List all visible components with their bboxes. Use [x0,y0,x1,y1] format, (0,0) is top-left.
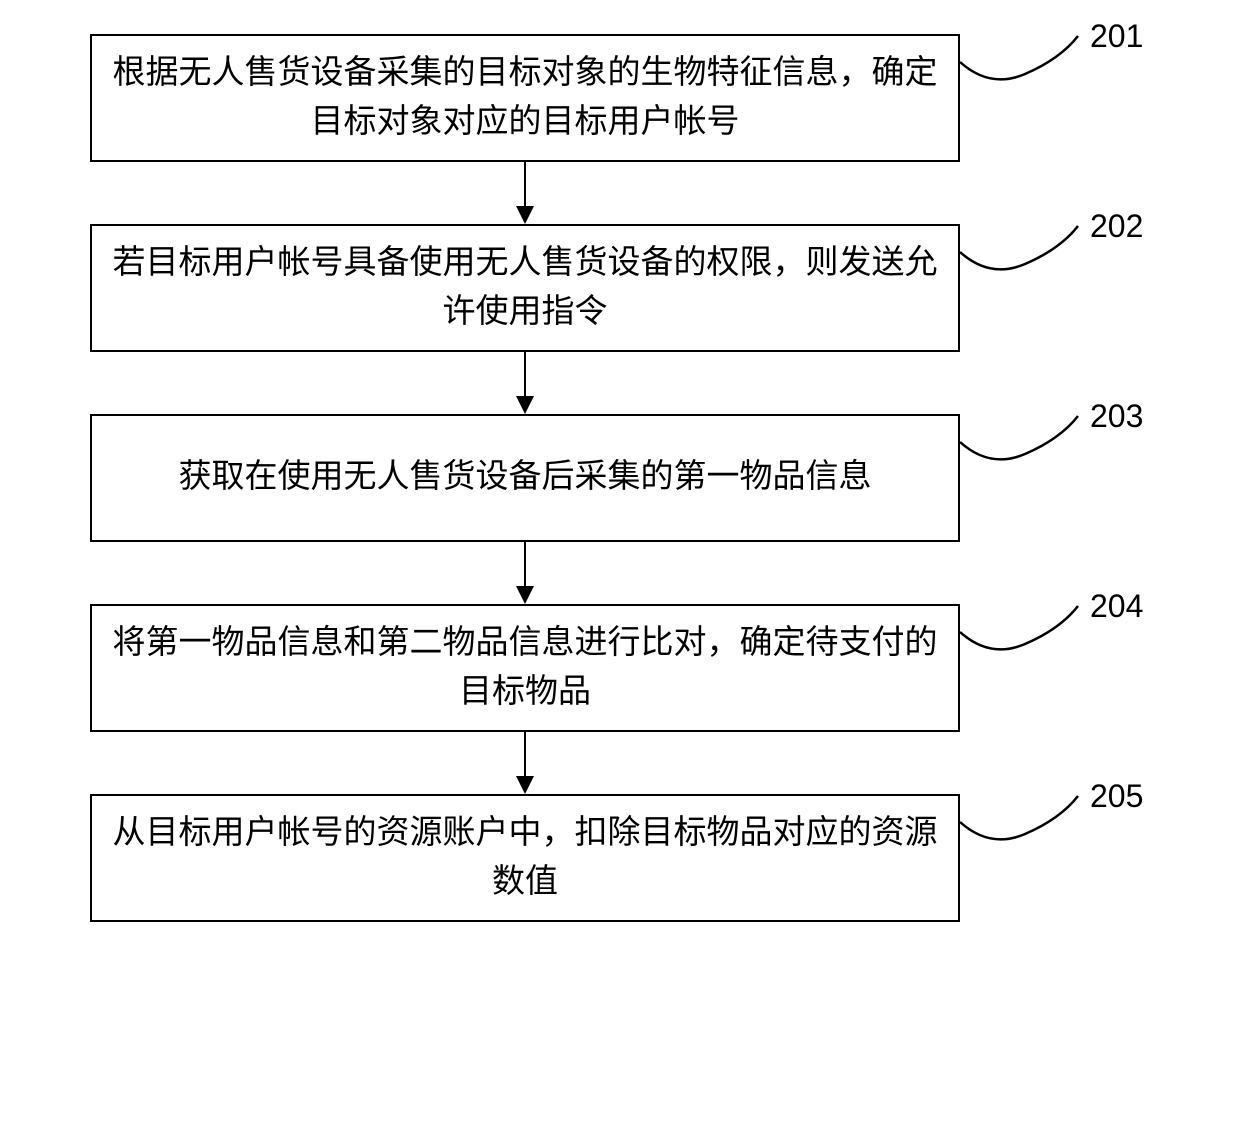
step-label-2: 202 [1090,208,1143,245]
arrow-1-2 [510,162,540,224]
flowchart-container: 根据无人售货设备采集的目标对象的生物特征信息，确定目标对象对应的目标用户帐号 2… [0,0,1240,1126]
label-curve-3 [960,414,1100,474]
label-curve-5 [960,794,1100,854]
arrow-3-4 [510,542,540,604]
label-curve-4 [960,604,1100,664]
flow-step-1-text: 根据无人售货设备采集的目标对象的生物特征信息，确定目标对象对应的目标用户帐号 [112,49,938,148]
label-curve-2 [960,224,1100,284]
step-label-4: 204 [1090,588,1143,625]
flow-step-4: 将第一物品信息和第二物品信息进行比对，确定待支付的目标物品 [90,604,960,732]
step-label-3: 203 [1090,398,1143,435]
flow-step-2-text: 若目标用户帐号具备使用无人售货设备的权限，则发送允许使用指令 [112,239,938,338]
flow-step-2: 若目标用户帐号具备使用无人售货设备的权限，则发送允许使用指令 [90,224,960,352]
flow-step-3-text: 获取在使用无人售货设备后采集的第一物品信息 [179,453,872,503]
arrow-4-5 [510,732,540,794]
flow-step-4-text: 将第一物品信息和第二物品信息进行比对，确定待支付的目标物品 [112,619,938,718]
step-label-1: 201 [1090,18,1143,55]
flow-step-5: 从目标用户帐号的资源账户中，扣除目标物品对应的资源数值 [90,794,960,922]
step-label-5: 205 [1090,778,1143,815]
flow-step-1: 根据无人售货设备采集的目标对象的生物特征信息，确定目标对象对应的目标用户帐号 [90,34,960,162]
label-curve-1 [960,34,1100,94]
flow-step-3: 获取在使用无人售货设备后采集的第一物品信息 [90,414,960,542]
flow-step-5-text: 从目标用户帐号的资源账户中，扣除目标物品对应的资源数值 [112,809,938,908]
arrow-2-3 [510,352,540,414]
